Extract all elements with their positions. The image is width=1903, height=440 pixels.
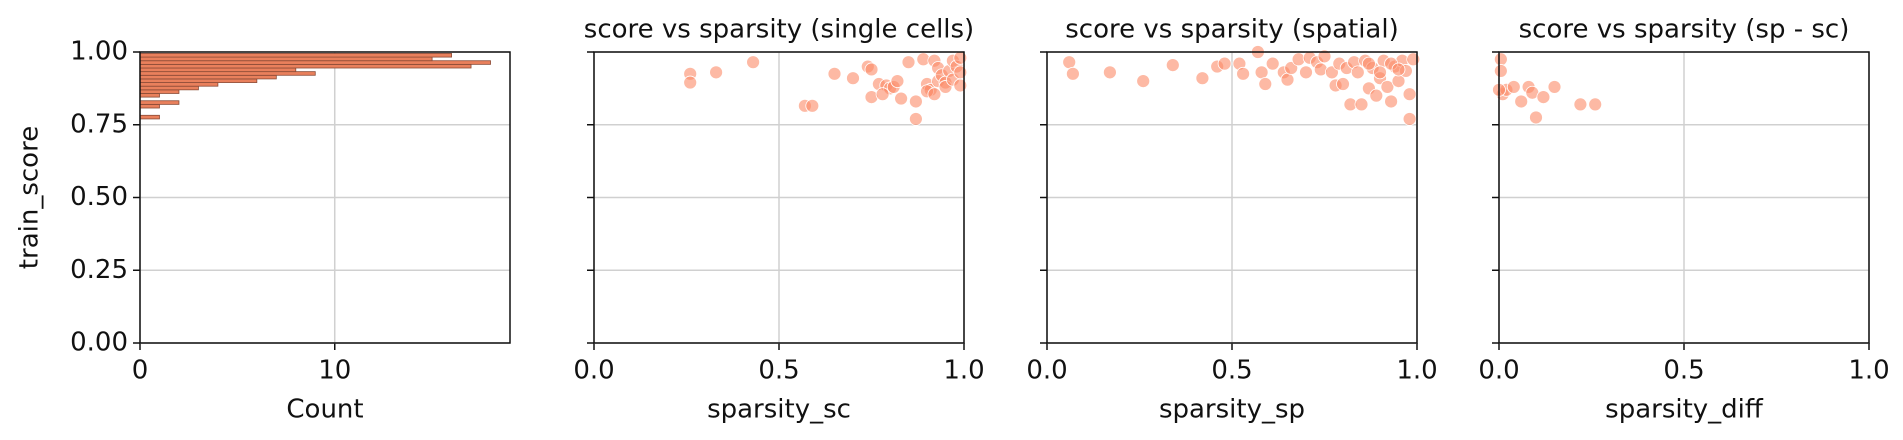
axes-frame [1046,51,1418,344]
point [953,78,968,93]
point [805,98,820,113]
point [1354,97,1369,112]
x-tick-label: 0.0 [1478,356,1519,386]
point [1062,55,1077,70]
point [1195,71,1210,86]
bar [139,85,199,91]
point [1384,94,1398,109]
x-tick-label: 0.5 [1211,356,1252,386]
point [1336,77,1350,91]
bar [139,74,277,80]
bar [139,89,180,94]
subplot-title: score vs sparsity (spatial) [1065,15,1398,45]
bar [139,114,160,120]
axes-frame [593,51,965,344]
point [1362,56,1376,71]
point [746,55,760,70]
point [1350,65,1365,80]
x-tick-label: 0.5 [758,356,799,386]
x-axis-label: sparsity_sc [707,395,851,425]
point [1236,66,1250,81]
bar [139,53,452,58]
subplot-title: score vs sparsity (sp - sc) [1519,15,1850,45]
x-tick-label: 1.0 [1848,356,1889,386]
point [1402,112,1417,126]
point [683,75,698,90]
point [1103,65,1117,80]
point [1280,72,1295,87]
bar [139,100,180,105]
x-tick-label: 0.0 [573,356,614,386]
point [1402,87,1417,102]
point [953,50,968,65]
bar [139,67,297,73]
point [927,87,942,102]
y-tick-label: 0.25 [70,255,128,285]
x-tick-label: 0.0 [1026,356,1067,386]
point [1217,56,1232,71]
point [827,66,842,81]
bar [139,56,433,62]
point [1373,65,1387,80]
point [1265,56,1280,71]
bar [139,93,160,98]
bar [139,60,491,65]
bar [139,78,258,83]
point [875,87,890,102]
bar [139,71,316,76]
axes-frame [1498,51,1870,344]
x-tick-label: 1.0 [1396,356,1437,386]
point [1547,80,1562,94]
x-axis-label: sparsity_diff [1605,395,1764,425]
point [1493,52,1508,67]
point [846,71,860,86]
y-tick-label: 0.75 [70,109,128,139]
point [909,112,923,126]
point [1299,65,1313,80]
x-tick-label: 0 [132,356,149,386]
y-tick-label: 0.00 [70,328,128,358]
point [1254,65,1269,80]
point [1369,88,1384,103]
point [1588,97,1603,112]
point [1165,58,1180,72]
x-tick-label: 1.0 [943,356,984,386]
point [1391,62,1406,77]
x-axis-label: Count [286,395,363,425]
point [894,91,908,106]
point [953,65,968,80]
point [1573,97,1588,112]
point [1529,110,1543,125]
bar [139,63,472,69]
bar [139,103,160,109]
y-tick-label: 1.00 [70,37,128,67]
point [1493,64,1508,78]
point [1258,77,1273,91]
point [1380,80,1395,94]
point [909,94,923,109]
point [1136,74,1151,88]
y-tick-label: 0.50 [70,182,128,212]
point [1536,90,1551,105]
point [864,62,879,77]
point [1317,49,1332,64]
subplot-title: score vs sparsity (single cells) [584,15,974,45]
point [1506,80,1521,94]
x-tick-label: 10 [318,356,351,386]
point [901,55,916,70]
y-axis-label: train_score [15,126,45,269]
x-axis-label: sparsity_sp [1159,395,1305,425]
x-tick-label: 0.5 [1663,356,1704,386]
point [890,74,905,88]
bar [139,82,219,87]
point [709,65,723,80]
point [1066,66,1080,81]
axes-frame [139,51,511,344]
point [1514,94,1529,109]
point [1406,52,1421,67]
